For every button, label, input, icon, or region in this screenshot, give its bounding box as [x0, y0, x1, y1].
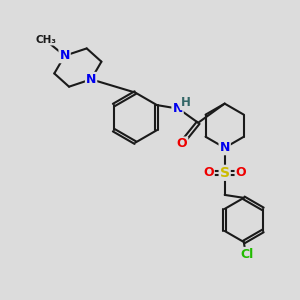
Text: O: O: [203, 166, 214, 179]
Text: Cl: Cl: [240, 248, 253, 261]
Text: N: N: [220, 141, 230, 154]
Text: S: S: [220, 166, 230, 180]
Text: O: O: [177, 137, 187, 151]
Text: O: O: [236, 166, 246, 179]
Text: CH₃: CH₃: [36, 34, 57, 45]
Text: N: N: [59, 49, 70, 62]
Text: N: N: [86, 73, 96, 86]
Text: N: N: [172, 101, 183, 115]
Text: H: H: [181, 96, 191, 109]
